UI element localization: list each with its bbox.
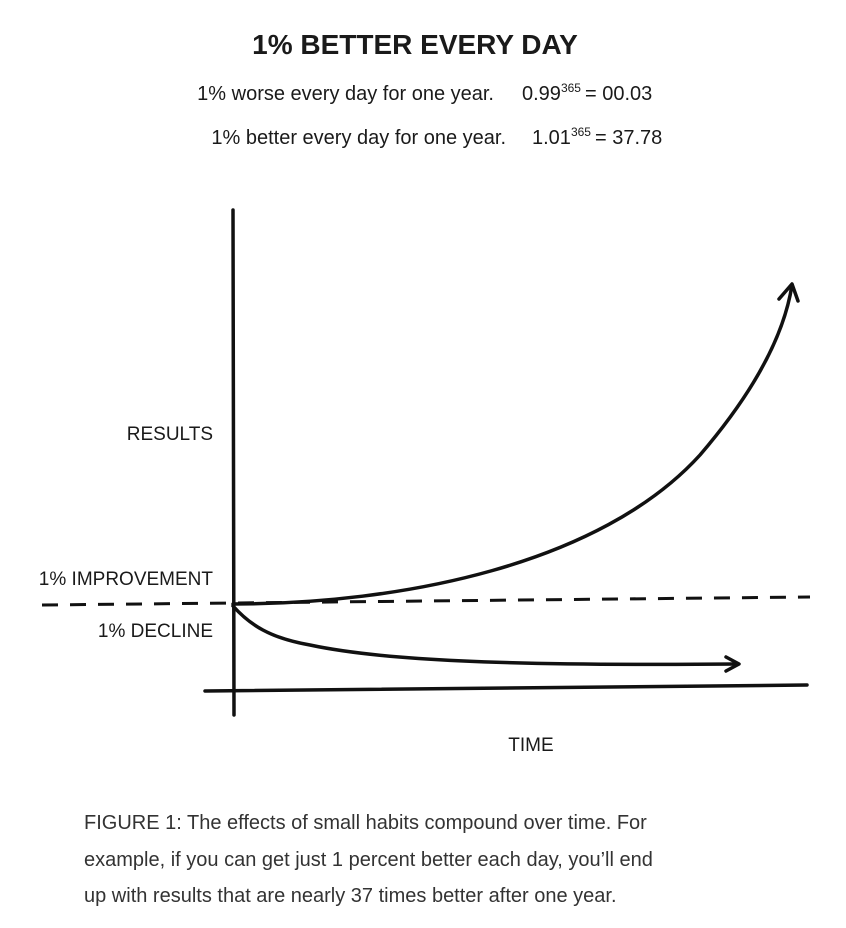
caption-line: up with results that are nearly 37 times…: [84, 885, 617, 907]
improvement-curve: [231, 283, 794, 606]
equation-label: 1% better every day for one year.: [211, 127, 506, 149]
caption-line: example, if you can get just 1 percent b…: [84, 849, 653, 871]
y-axis: [231, 208, 236, 717]
y-axis-label: RESULTS: [127, 424, 213, 445]
title: 1% BETTER EVERY DAY: [252, 29, 578, 60]
caption-line: FIGURE 1: The effects of small habits co…: [84, 812, 647, 834]
equation: 1.01365 = 37.78: [532, 125, 662, 149]
equation-result: = 00.03: [585, 83, 652, 105]
arrowhead: [724, 655, 741, 673]
decline-curve: [231, 604, 740, 667]
baseline: [41, 595, 811, 607]
equation: 0.99365 = 00.03: [522, 81, 652, 105]
arrowhead: [777, 282, 800, 303]
equation-exponent: 365: [571, 125, 591, 139]
improvement-label: 1% IMPROVEMENT: [39, 569, 214, 590]
equation-result: = 37.78: [595, 127, 662, 149]
x-axis-label: TIME: [508, 735, 553, 756]
decline-label: 1% DECLINE: [98, 621, 213, 642]
equation-base: 0.99: [522, 83, 561, 105]
equation-label: 1% worse every day for one year.: [197, 83, 494, 105]
equation-exponent: 365: [561, 81, 581, 95]
equation-base: 1.01: [532, 127, 571, 149]
x-axis: [203, 683, 809, 693]
